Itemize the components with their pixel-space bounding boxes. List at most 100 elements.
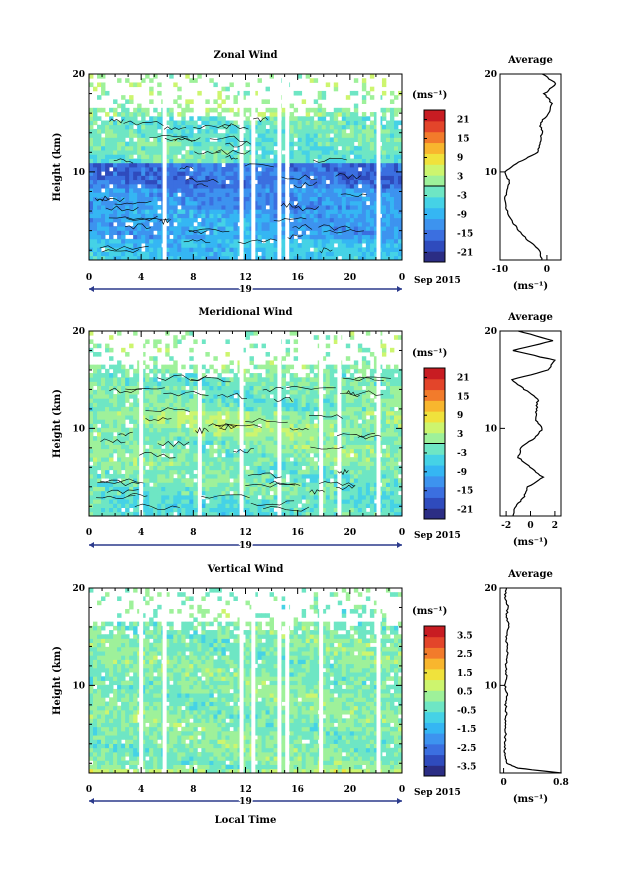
heatmap-cell bbox=[325, 243, 331, 248]
heatmap-cells bbox=[89, 331, 403, 517]
heatmap-cell bbox=[197, 124, 202, 130]
colorbar-segment bbox=[424, 229, 445, 241]
heatmap-cell bbox=[261, 482, 266, 487]
heatmap-cell bbox=[261, 183, 266, 189]
heatmap-cell bbox=[341, 137, 347, 143]
heatmap-cell bbox=[273, 448, 278, 454]
heatmap-cell bbox=[121, 205, 126, 210]
heatmap-cell bbox=[361, 251, 367, 257]
heatmap-cell bbox=[289, 162, 295, 168]
heatmap-cell bbox=[189, 486, 194, 492]
heatmap-cell bbox=[145, 154, 150, 159]
heatmap-cell bbox=[257, 200, 262, 206]
heatmap-cell bbox=[93, 469, 98, 475]
heatmap-cell bbox=[129, 427, 134, 433]
heatmap-cell bbox=[197, 183, 202, 189]
heatmap-cell bbox=[181, 213, 186, 219]
heatmap-cell bbox=[117, 465, 122, 471]
heatmap-cell bbox=[149, 150, 154, 155]
heatmap-cell bbox=[157, 196, 162, 202]
heatmap-cell bbox=[229, 247, 234, 252]
heatmap-cell bbox=[185, 226, 190, 231]
heatmap-cell bbox=[357, 402, 363, 408]
heatmap-cell bbox=[373, 226, 379, 231]
heatmap-cell bbox=[165, 230, 170, 236]
heatmap-cell bbox=[361, 162, 367, 168]
x-tick-label: 12 bbox=[239, 273, 252, 283]
heatmap-cell bbox=[333, 86, 339, 92]
heatmap-cell bbox=[205, 427, 210, 433]
heatmap-cell bbox=[265, 457, 270, 462]
heatmap-cell bbox=[361, 234, 367, 240]
heatmap-cell bbox=[133, 402, 138, 408]
heatmap-cell bbox=[365, 482, 371, 487]
heatmap-cell bbox=[265, 158, 270, 164]
heatmap-cell bbox=[189, 205, 194, 210]
heatmap-cell bbox=[365, 154, 371, 159]
heatmap-cell bbox=[137, 103, 142, 109]
heatmap-cell bbox=[157, 205, 162, 210]
heatmap-cell bbox=[329, 431, 335, 437]
heatmap-cell bbox=[293, 406, 299, 412]
heatmap-cell bbox=[97, 183, 102, 189]
heatmap-cell bbox=[125, 415, 130, 420]
heatmap-cell bbox=[349, 217, 355, 223]
heatmap-cell bbox=[285, 503, 291, 508]
heatmap-cell bbox=[345, 255, 351, 261]
heatmap-cell bbox=[133, 431, 138, 437]
heatmap-cell bbox=[181, 162, 186, 168]
heatmap-cell bbox=[125, 230, 130, 236]
heatmap-cell bbox=[249, 402, 254, 408]
heatmap-cell bbox=[353, 209, 359, 214]
heatmap-cell bbox=[357, 444, 363, 450]
heatmap-cell bbox=[189, 99, 194, 104]
heatmap-cell bbox=[325, 431, 331, 437]
heatmap-cell bbox=[181, 200, 186, 206]
heatmap-cell bbox=[325, 419, 331, 424]
heatmap-cell bbox=[345, 95, 351, 100]
heatmap-cell bbox=[201, 141, 206, 147]
heatmap-cell bbox=[209, 406, 214, 412]
heatmap-cell bbox=[145, 175, 150, 181]
heatmap-cell bbox=[101, 251, 106, 257]
heatmap-cell bbox=[345, 209, 351, 214]
heatmap-cell bbox=[293, 457, 299, 462]
heatmap-cell bbox=[157, 154, 162, 159]
heatmap-cell bbox=[209, 402, 214, 408]
heatmap-cell bbox=[265, 482, 270, 487]
heatmap-cell bbox=[209, 107, 214, 113]
heatmap-cell bbox=[353, 128, 359, 134]
heatmap-cell bbox=[385, 230, 391, 236]
heatmap-cell bbox=[353, 221, 359, 227]
heatmap-cell bbox=[149, 440, 154, 445]
heatmap-cell bbox=[305, 465, 311, 471]
heatmap-cell bbox=[373, 490, 379, 496]
heatmap-cell bbox=[229, 469, 234, 475]
heatmap-cell bbox=[309, 141, 315, 147]
heatmap-cell bbox=[193, 162, 198, 168]
heatmap-cell bbox=[97, 243, 102, 248]
heatmap-cell bbox=[121, 128, 126, 134]
heatmap-cell bbox=[89, 205, 94, 210]
heatmap-cell bbox=[289, 112, 295, 117]
heatmap-cell bbox=[169, 171, 174, 176]
heatmap-cell bbox=[353, 90, 359, 96]
heatmap-cell bbox=[133, 503, 138, 508]
heatmap-cell bbox=[353, 490, 359, 496]
heatmap-cell bbox=[309, 230, 315, 236]
heatmap-cell bbox=[345, 461, 351, 466]
heatmap-cell bbox=[361, 171, 367, 176]
heatmap-cell bbox=[349, 209, 355, 214]
heatmap-cell bbox=[173, 230, 178, 236]
heatmap-cell bbox=[397, 162, 403, 168]
heatmap-cell bbox=[341, 511, 347, 517]
contour-line bbox=[159, 218, 172, 226]
heatmap-cell bbox=[105, 436, 110, 441]
heatmap-cell bbox=[209, 427, 214, 433]
heatmap-cell bbox=[361, 124, 367, 130]
heatmap-cell bbox=[149, 511, 154, 517]
heatmap-cell bbox=[205, 213, 210, 219]
heatmap-cell bbox=[133, 226, 138, 231]
x-tick-label: 16 bbox=[291, 273, 304, 283]
heatmap-cell bbox=[293, 175, 299, 181]
